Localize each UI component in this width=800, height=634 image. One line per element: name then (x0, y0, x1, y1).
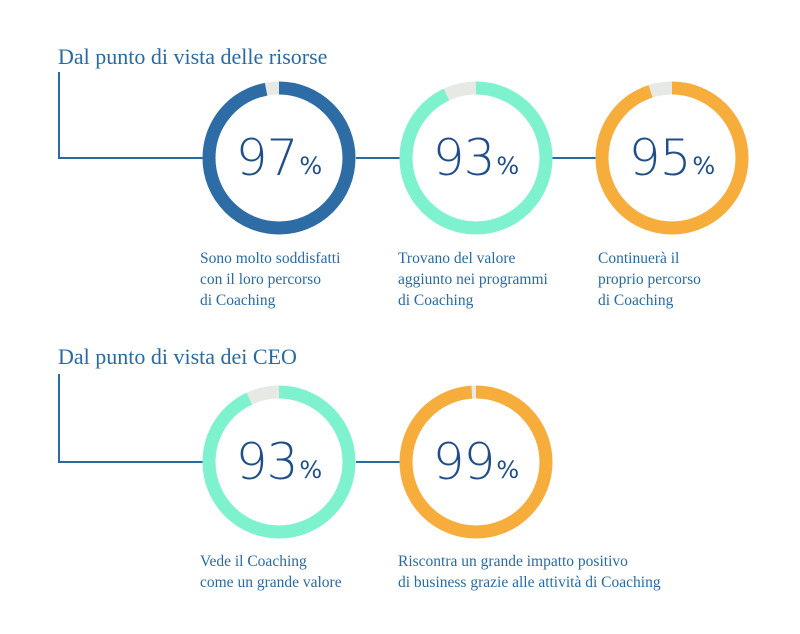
donut-value-arc (399, 385, 553, 539)
caption-resources-continue: Continuerà il proprio percorso di Coachi… (598, 248, 701, 311)
donut-value-arc (399, 81, 553, 235)
caption-line: proprio percorso (598, 271, 701, 288)
caption-line: Continuerà il (598, 250, 680, 267)
donut-number: 95 (628, 129, 692, 187)
section-title-resources: Dal punto di vista delle risorse (58, 44, 328, 69)
connector-horizontal-2a (58, 461, 204, 463)
connector-horizontal-1c (552, 157, 596, 159)
caption-line: Trovano del valore (398, 250, 516, 267)
donut-value-arc (202, 385, 356, 539)
donut-number: 93 (235, 433, 299, 491)
caption-line: di business grazie alle attività di Coac… (398, 574, 661, 591)
donut-percent-sign: % (299, 456, 323, 484)
connector-horizontal-1a (58, 157, 204, 159)
caption-line: Vede il Coaching (200, 553, 307, 570)
donut-resources-satisfied: 97% (201, 80, 357, 236)
caption-line: aggiunto nei programmi (398, 271, 548, 288)
donut-percent-sign: % (692, 152, 716, 180)
donut-resources-value-added: 93% (398, 80, 554, 236)
caption-ceo-great-value: Vede il Coaching come un grande valore (200, 551, 342, 593)
donut-ring-graphic (399, 81, 553, 235)
donut-value: 97% (201, 80, 357, 236)
donut-ring-graphic (595, 81, 749, 235)
donut-number: 99 (432, 433, 496, 491)
caption-resources-satisfied: Sono molto soddisfatti con il loro perco… (200, 248, 340, 311)
connector-horizontal-1b (356, 157, 400, 159)
connector-horizontal-2b (356, 461, 400, 463)
connector-vertical-1 (58, 72, 60, 158)
donut-ring-graphic (202, 385, 356, 539)
donut-value: 95% (594, 80, 750, 236)
donut-value: 93% (201, 384, 357, 540)
donut-value: 93% (398, 80, 554, 236)
caption-line: Riscontra un grande impatto positivo (398, 553, 628, 570)
donut-percent-sign: % (299, 152, 323, 180)
donut-number: 93 (432, 129, 496, 187)
donut-ceo-business-impact: 99% (398, 384, 554, 540)
caption-line: come un grande valore (200, 574, 342, 591)
donut-ceo-great-value: 93% (201, 384, 357, 540)
donut-percent-sign: % (496, 152, 520, 180)
donut-value-arc (595, 81, 749, 235)
section-title-ceo: Dal punto di vista dei CEO (58, 344, 297, 369)
caption-ceo-business-impact: Riscontra un grande impatto positivo di … (398, 551, 661, 593)
caption-resources-value-added: Trovano del valore aggiunto nei programm… (398, 248, 548, 311)
donut-percent-sign: % (496, 456, 520, 484)
donut-ring-graphic (202, 81, 356, 235)
donut-resources-continue: 95% (594, 80, 750, 236)
connector-vertical-2 (58, 374, 60, 462)
caption-line: di Coaching (398, 292, 474, 309)
caption-line: con il loro percorso (200, 271, 321, 288)
donut-value-arc (202, 81, 356, 235)
donut-number: 97 (235, 129, 299, 187)
caption-line: Sono molto soddisfatti (200, 250, 341, 267)
caption-line: di Coaching (598, 292, 674, 309)
donut-value: 99% (398, 384, 554, 540)
donut-ring-graphic (399, 385, 553, 539)
caption-line: di Coaching (200, 292, 276, 309)
